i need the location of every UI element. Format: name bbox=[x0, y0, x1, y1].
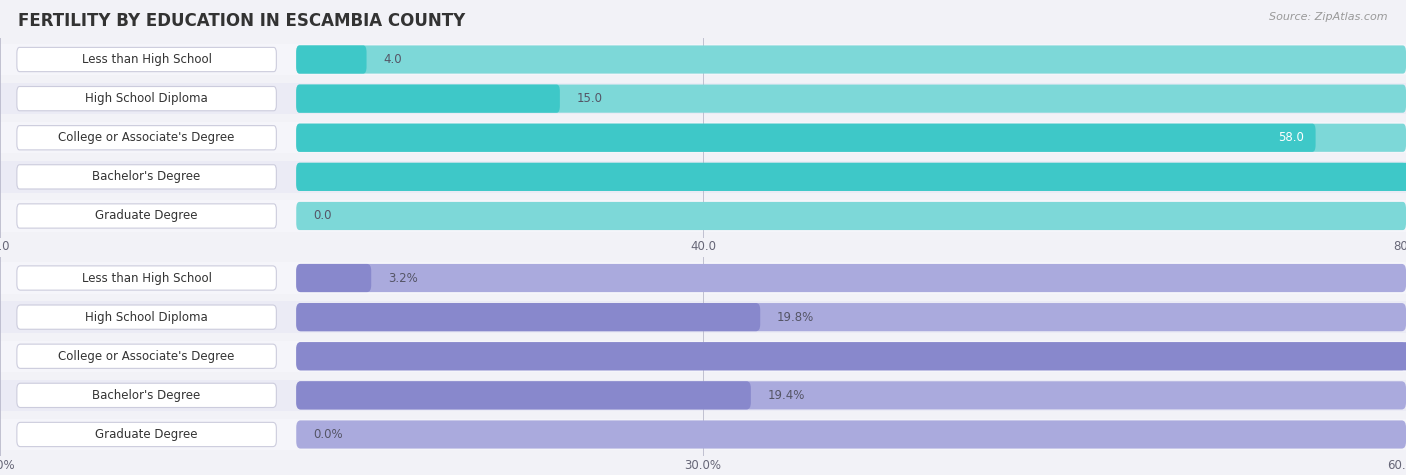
FancyBboxPatch shape bbox=[17, 422, 277, 446]
FancyBboxPatch shape bbox=[0, 200, 1406, 232]
FancyBboxPatch shape bbox=[297, 85, 1406, 113]
FancyBboxPatch shape bbox=[297, 381, 751, 409]
Text: High School Diploma: High School Diploma bbox=[86, 311, 208, 323]
FancyBboxPatch shape bbox=[297, 163, 1406, 191]
FancyBboxPatch shape bbox=[297, 264, 371, 292]
Text: High School Diploma: High School Diploma bbox=[86, 92, 208, 105]
Text: 19.4%: 19.4% bbox=[768, 389, 806, 402]
FancyBboxPatch shape bbox=[17, 383, 277, 408]
Text: 15.0: 15.0 bbox=[576, 92, 603, 105]
Text: 0.0: 0.0 bbox=[314, 209, 332, 222]
Text: Less than High School: Less than High School bbox=[82, 53, 212, 66]
FancyBboxPatch shape bbox=[297, 46, 1406, 74]
FancyBboxPatch shape bbox=[297, 85, 560, 113]
FancyBboxPatch shape bbox=[297, 202, 1406, 230]
Text: Bachelor's Degree: Bachelor's Degree bbox=[93, 389, 201, 402]
FancyBboxPatch shape bbox=[17, 266, 277, 290]
FancyBboxPatch shape bbox=[297, 303, 1406, 331]
Text: 3.2%: 3.2% bbox=[388, 272, 418, 285]
Text: 58.0: 58.0 bbox=[1278, 131, 1305, 144]
FancyBboxPatch shape bbox=[0, 44, 1406, 75]
FancyBboxPatch shape bbox=[17, 305, 277, 329]
FancyBboxPatch shape bbox=[297, 46, 367, 74]
FancyBboxPatch shape bbox=[297, 303, 761, 331]
FancyBboxPatch shape bbox=[17, 125, 277, 150]
FancyBboxPatch shape bbox=[17, 165, 277, 189]
FancyBboxPatch shape bbox=[297, 342, 1406, 370]
FancyBboxPatch shape bbox=[0, 341, 1406, 372]
Text: 4.0: 4.0 bbox=[384, 53, 402, 66]
FancyBboxPatch shape bbox=[17, 204, 277, 228]
FancyBboxPatch shape bbox=[297, 124, 1316, 152]
FancyBboxPatch shape bbox=[297, 420, 1406, 448]
FancyBboxPatch shape bbox=[0, 302, 1406, 333]
FancyBboxPatch shape bbox=[17, 86, 277, 111]
FancyBboxPatch shape bbox=[17, 344, 277, 369]
Text: 19.8%: 19.8% bbox=[778, 311, 814, 323]
FancyBboxPatch shape bbox=[297, 163, 1406, 191]
FancyBboxPatch shape bbox=[297, 264, 1406, 292]
Text: Less than High School: Less than High School bbox=[82, 272, 212, 285]
Text: FERTILITY BY EDUCATION IN ESCAMBIA COUNTY: FERTILITY BY EDUCATION IN ESCAMBIA COUNT… bbox=[18, 12, 465, 30]
FancyBboxPatch shape bbox=[0, 262, 1406, 294]
FancyBboxPatch shape bbox=[297, 381, 1406, 409]
FancyBboxPatch shape bbox=[0, 122, 1406, 153]
FancyBboxPatch shape bbox=[0, 83, 1406, 114]
FancyBboxPatch shape bbox=[297, 124, 1406, 152]
FancyBboxPatch shape bbox=[17, 48, 277, 72]
Text: College or Associate's Degree: College or Associate's Degree bbox=[59, 131, 235, 144]
Text: Graduate Degree: Graduate Degree bbox=[96, 428, 198, 441]
Text: 0.0%: 0.0% bbox=[314, 428, 343, 441]
FancyBboxPatch shape bbox=[0, 161, 1406, 192]
Text: Source: ZipAtlas.com: Source: ZipAtlas.com bbox=[1270, 12, 1388, 22]
Text: College or Associate's Degree: College or Associate's Degree bbox=[59, 350, 235, 363]
Text: Bachelor's Degree: Bachelor's Degree bbox=[93, 171, 201, 183]
Text: Graduate Degree: Graduate Degree bbox=[96, 209, 198, 222]
FancyBboxPatch shape bbox=[0, 419, 1406, 450]
FancyBboxPatch shape bbox=[297, 342, 1406, 370]
FancyBboxPatch shape bbox=[0, 380, 1406, 411]
